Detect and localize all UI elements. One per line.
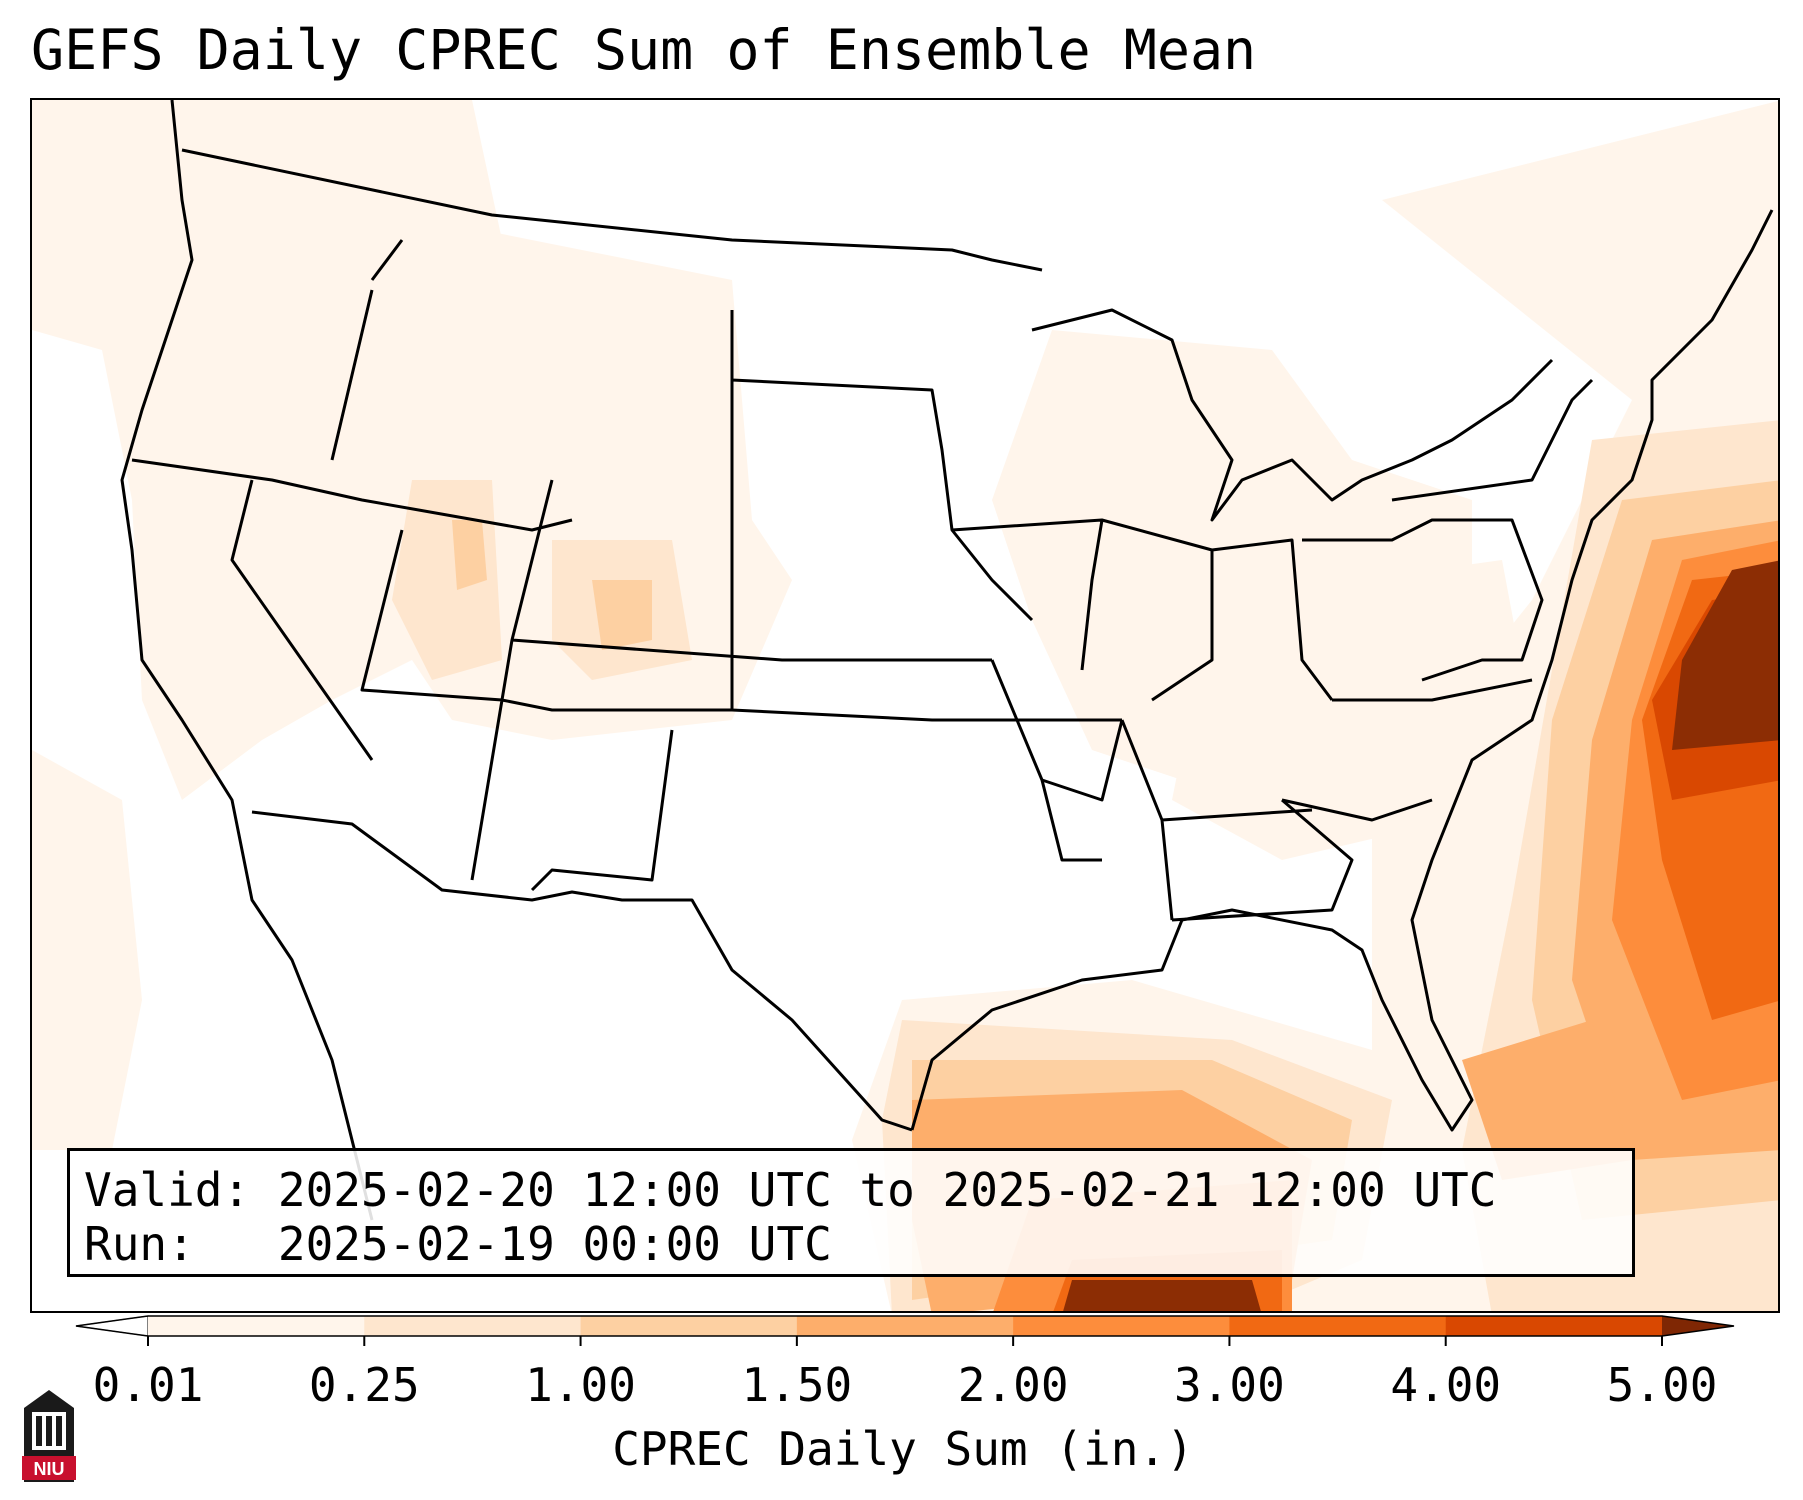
map-title: GEFS Daily CPREC Sum of Ensemble Mean (31, 18, 1257, 82)
precip-area-west-edge (32, 750, 142, 1150)
precipitation-map (30, 98, 1780, 1313)
west-coastline (120, 100, 374, 1221)
precip-area-florida-east (1462, 1020, 1632, 1180)
colorbar-tick-label: 2.00 (957, 1358, 1069, 1412)
colorbar-segment (364, 1316, 582, 1336)
colorbar-segment (796, 1316, 1014, 1336)
precip-area-atlantic-max (1672, 560, 1778, 750)
gulf-coastline (910, 209, 1774, 1132)
colorbar-tick-label: 3.00 (1174, 1358, 1285, 1412)
colorbar-ticks (147, 1336, 1663, 1346)
valid-value: 2025-02-20 12:00 UTC to 2025-02-21 12:00… (277, 1163, 1497, 1217)
colorbar-tick-label: 5.00 (1606, 1358, 1718, 1412)
canada-border (181, 148, 1043, 272)
mexico-border (251, 810, 913, 1132)
state-lines-west (131, 239, 1122, 892)
colorbar (75, 1315, 1735, 1346)
state-lines-central (951, 518, 1354, 922)
colorbar-over-arrow (1662, 1316, 1734, 1336)
colorbar-tick-label: 4.00 (1390, 1358, 1502, 1412)
precipitation-field (32, 100, 1778, 1311)
valid-label: Valid: (84, 1163, 251, 1217)
colorbar-segment (1445, 1316, 1663, 1336)
precip-area-gulf-max (1063, 1280, 1261, 1311)
colorbar-under-arrow (75, 1315, 149, 1337)
run-label: Run: (84, 1217, 195, 1271)
colorbar-segment (1229, 1316, 1447, 1336)
precip-area-colorado-mid (592, 580, 652, 650)
colorbar-segment (1013, 1316, 1230, 1336)
logo-text: NIU (34, 1459, 65, 1479)
state-lines-east (1281, 378, 1594, 822)
precip-area-rockies (412, 220, 792, 740)
colorbar-tick-label: 0.01 (92, 1358, 204, 1412)
colorbar-tick-label: 1.00 (525, 1358, 636, 1412)
map-borders (120, 100, 1774, 1221)
run-value: 2025-02-19 00:00 UTC (277, 1217, 832, 1271)
colorbar-tick-label: 1.50 (741, 1358, 853, 1412)
niu-logo: NIU (22, 1390, 76, 1482)
colorbar-title: CPREC Daily Sum (in.) (612, 1422, 1194, 1476)
colorbar-segment (148, 1316, 365, 1336)
map-canvas (32, 100, 1778, 1311)
precip-area-utah-mid (452, 520, 487, 590)
colorbar-tick-label: 0.25 (308, 1358, 420, 1412)
colorbar-segments (75, 1315, 1735, 1337)
valid-run-info-box: Valid: 2025-02-20 12:00 UTC to 2025-02-2… (67, 1148, 1635, 1277)
colorbar-segment (580, 1316, 798, 1336)
great-lakes-outline (1031, 308, 1554, 522)
